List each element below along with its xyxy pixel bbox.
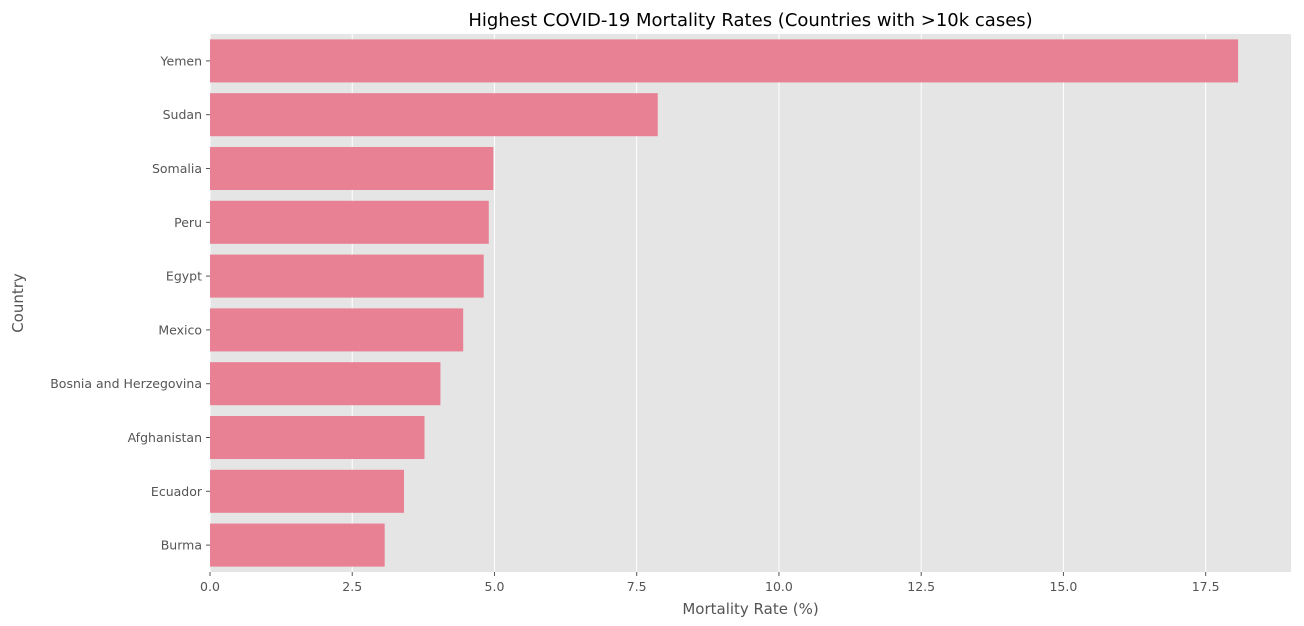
bar xyxy=(210,415,425,460)
bars xyxy=(210,39,1239,567)
x-tick-label: 10.0 xyxy=(765,579,793,594)
x-tick-label: 17.5 xyxy=(1192,579,1220,594)
y-tick-label: Sudan xyxy=(163,107,202,122)
y-tick-label: Bosnia and Herzegovina xyxy=(50,376,202,391)
bar xyxy=(210,254,484,298)
bar xyxy=(210,146,494,191)
x-tick-label: 7.5 xyxy=(627,579,647,594)
bar xyxy=(210,362,441,406)
bar xyxy=(210,200,489,244)
x-tick-label: 5.0 xyxy=(485,579,505,594)
y-tick-label: Somalia xyxy=(152,161,202,176)
x-axis-label: Mortality Rate (%) xyxy=(682,600,818,618)
y-tick-label: Egypt xyxy=(166,269,202,284)
x-tick-label: 2.5 xyxy=(342,579,362,594)
x-axis-ticks: 0.0 2.5 5.0 7.5 10.0 12.5 15.0 17.5 xyxy=(200,572,1220,594)
y-tick-label: Yemen xyxy=(160,53,202,68)
bar xyxy=(210,523,385,567)
y-tick-label: Ecuador xyxy=(151,484,203,499)
y-tick-label: Peru xyxy=(174,215,202,230)
bar xyxy=(210,93,658,137)
x-tick-label: 12.5 xyxy=(907,579,935,594)
bar xyxy=(210,469,405,513)
chart-title: Highest COVID-19 Mortality Rates (Countr… xyxy=(468,10,1032,31)
bar xyxy=(210,308,464,352)
y-axis-label: Country xyxy=(9,273,27,333)
y-axis-ticks: Yemen Sudan Somalia Peru Egypt Mexico Bosnia a… xyxy=(50,53,210,553)
x-tick-label: 0.0 xyxy=(200,579,220,594)
y-tick-label: Afghanistan xyxy=(128,430,202,445)
x-tick-label: 15.0 xyxy=(1049,579,1077,594)
y-tick-label: Mexico xyxy=(158,322,202,337)
bar xyxy=(210,39,1239,83)
y-tick-label: Burma xyxy=(161,538,202,553)
